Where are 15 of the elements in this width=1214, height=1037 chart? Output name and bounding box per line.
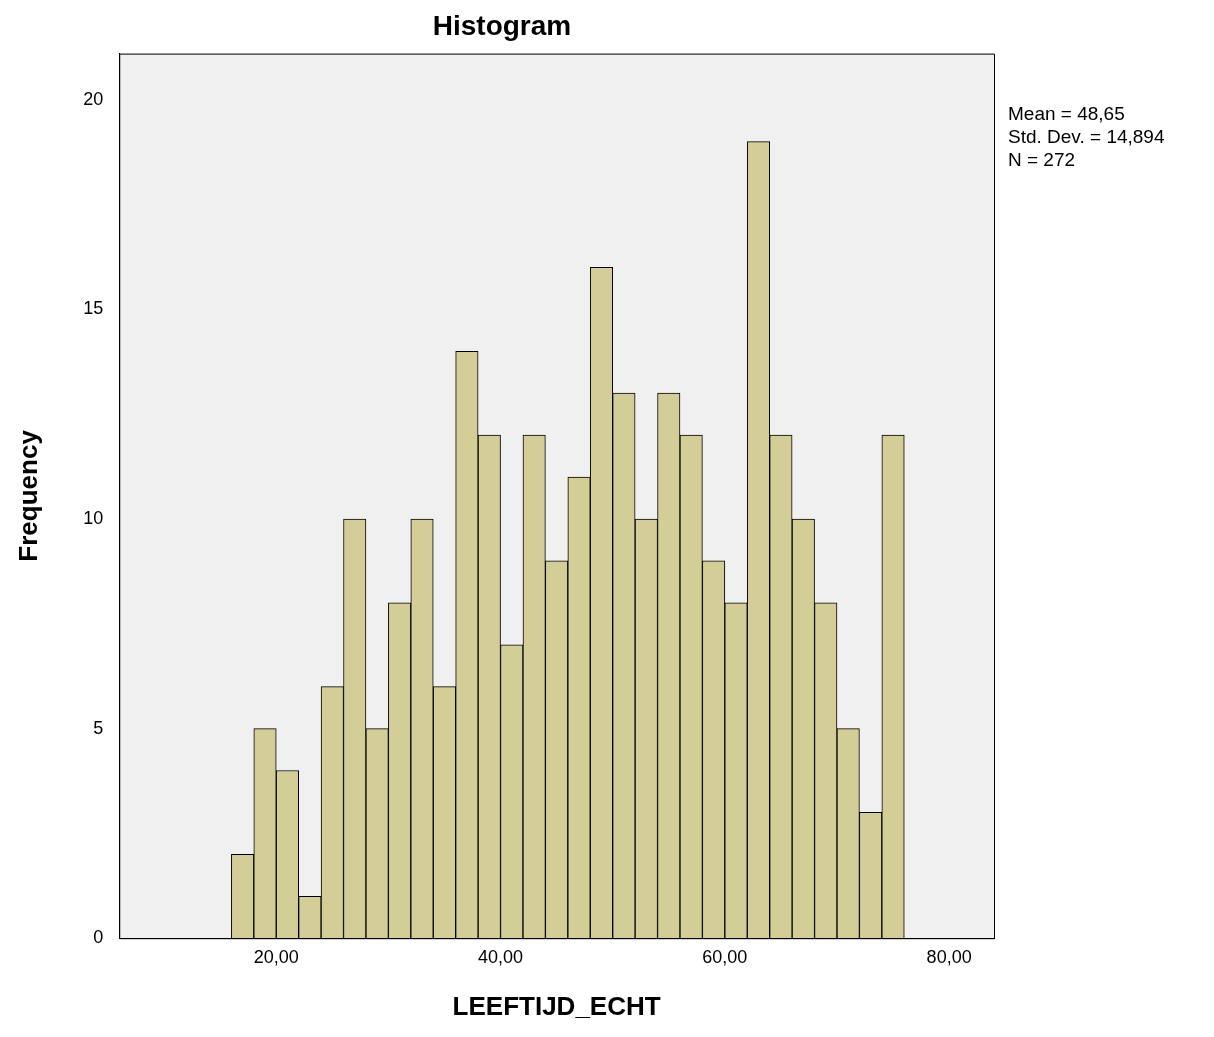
x-tick-label: 60,00 [702,946,748,967]
x-axis-title: LEEFTIJD_ECHT [452,990,661,1021]
y-tick-label: 10 [83,507,104,528]
y-tick-label: 20 [83,88,104,109]
y-tick-label: 15 [83,298,104,319]
y-tick-label: 5 [93,717,104,738]
x-tick-label: 20,00 [253,946,299,967]
chart-title: Histogram [432,9,572,41]
x-tick-label: 80,00 [926,946,972,967]
x-tick-label: 40,00 [478,946,524,967]
text: Mean = 48,65 [1008,102,1126,125]
text: N = 272 [1008,148,1077,171]
text: Std. Dev. = 14,894 [1008,125,1165,148]
y-tick-label: 0 [93,927,104,948]
y-axis-title: Frequency [12,429,43,562]
